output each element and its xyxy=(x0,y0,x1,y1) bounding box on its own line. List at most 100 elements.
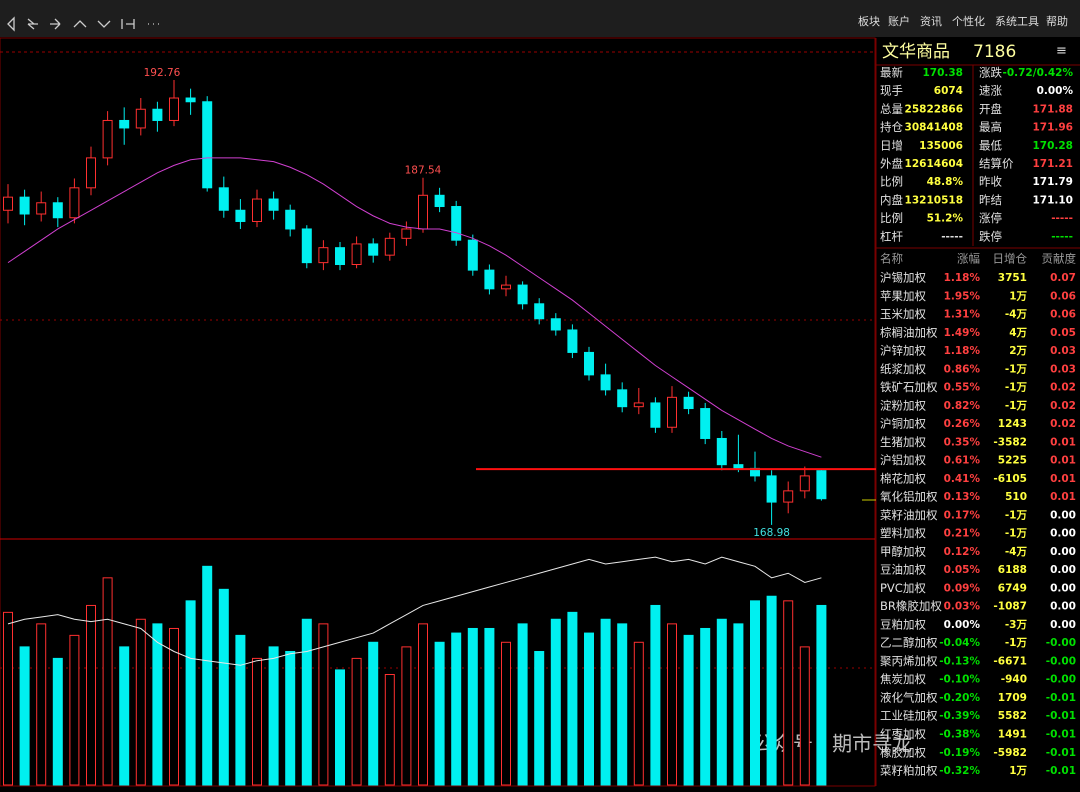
list-cell: 0.82% xyxy=(944,400,981,412)
menu-item[interactable]: 资讯 xyxy=(920,15,942,28)
list-name[interactable]: 沪锌加权 xyxy=(880,344,926,358)
candle-body xyxy=(600,374,611,391)
menu-item[interactable]: 系统工具 xyxy=(995,15,1039,28)
list-name[interactable]: BR橡胶加权 xyxy=(880,599,942,613)
list-name[interactable]: 甲醇加权 xyxy=(880,544,926,558)
list-name[interactable]: 菜籽油加权 xyxy=(880,508,938,522)
list-name[interactable]: 红枣加权 xyxy=(880,727,926,741)
list-cell: 0.03% xyxy=(944,601,981,613)
volume-bar xyxy=(301,618,312,786)
list-name[interactable]: 聚丙烯加权 xyxy=(880,654,938,668)
list-name[interactable]: 纸浆加权 xyxy=(880,362,926,376)
volume-bar xyxy=(202,565,213,786)
list-cell: 0.12% xyxy=(944,546,981,558)
list-name[interactable]: 橡胶加权 xyxy=(880,745,926,759)
quote-label: 跌停 xyxy=(979,229,1002,243)
list-cell: 0.02 xyxy=(1050,418,1076,430)
quote-value: 25822866 xyxy=(905,103,963,115)
list-cell: 1万 xyxy=(1009,765,1027,777)
list-cell: 0.41% xyxy=(944,473,981,485)
candle-body xyxy=(534,303,545,320)
quote-label: 日增 xyxy=(880,138,903,152)
list-cell: -0.01 xyxy=(1046,729,1076,741)
quote-label: 涨停 xyxy=(979,211,1002,225)
list-name[interactable]: 菜籽粕加权 xyxy=(880,764,938,778)
watermark: 公众号 · 期市寻龙 xyxy=(753,732,912,756)
volume-bar xyxy=(484,627,495,786)
list-name[interactable]: 液化气加权 xyxy=(880,690,938,704)
list-name[interactable]: 铁矿石加权 xyxy=(880,380,938,394)
list-name[interactable]: 沪铝加权 xyxy=(880,453,926,467)
volume-bar xyxy=(451,632,462,786)
candle-body xyxy=(401,228,412,239)
volume-bar xyxy=(617,623,628,786)
volume-bar xyxy=(650,604,661,786)
quote-value: 135006 xyxy=(919,140,963,152)
list-name[interactable]: 工业硅加权 xyxy=(880,709,938,723)
candle-body xyxy=(252,198,262,222)
list-cell: -5982 xyxy=(993,747,1027,759)
list-name[interactable]: 沪锡加权 xyxy=(880,271,926,285)
list-name[interactable]: 淀粉加权 xyxy=(880,398,926,412)
volume-bar xyxy=(36,623,47,786)
quote-label: 最新 xyxy=(880,66,903,80)
volume-bar xyxy=(683,634,694,786)
list-cell: 0.55% xyxy=(944,382,981,394)
quote-value: 13210518 xyxy=(905,194,963,206)
list-cell: 0.02 xyxy=(1050,400,1076,412)
symbol-name: 文华商品 xyxy=(882,42,950,62)
list-cell: -1万 xyxy=(1005,363,1028,375)
volume-bar xyxy=(135,618,146,786)
candle-body xyxy=(152,108,163,121)
volume-bar xyxy=(501,641,511,786)
quote-label: 昨收 xyxy=(979,175,1002,189)
list-name[interactable]: 氧化铝加权 xyxy=(880,490,938,504)
list-cell: 6188 xyxy=(998,564,1027,576)
list-cell: 6749 xyxy=(998,582,1027,594)
list-cell: 0.06 xyxy=(1050,290,1076,302)
list-cell: 5225 xyxy=(998,455,1027,467)
list-cell: -0.01 xyxy=(1046,765,1076,777)
quote-value: 171.88 xyxy=(1032,103,1073,115)
list-cell: 0.00 xyxy=(1050,546,1076,558)
list-name[interactable]: 棉花加权 xyxy=(880,471,926,485)
candle-body xyxy=(268,198,279,211)
list-cell: -0.20% xyxy=(939,692,980,704)
list-name[interactable]: PVC加权 xyxy=(880,581,926,595)
quote-label: 涨跌 xyxy=(979,66,1002,80)
candle-body xyxy=(169,97,179,121)
column-header: 涨幅 xyxy=(957,252,980,266)
list-cell: -6105 xyxy=(993,473,1027,485)
candle-body xyxy=(351,243,362,266)
list-cell: 4万 xyxy=(1009,327,1027,339)
list-name[interactable]: 乙二醇加权 xyxy=(880,636,938,650)
list-name[interactable]: 棕榈油加权 xyxy=(880,325,938,339)
price-label: 192.76 xyxy=(144,67,181,79)
list-name[interactable]: 豆油加权 xyxy=(880,563,926,577)
volume-bar xyxy=(584,632,594,786)
list-name[interactable]: 玉米加权 xyxy=(880,307,926,321)
volume-bar xyxy=(185,600,196,786)
list-name[interactable]: 豆粕加权 xyxy=(880,617,926,631)
list-cell: -0.13% xyxy=(939,655,980,667)
list-cell: -1万 xyxy=(1005,509,1028,521)
menu-item[interactable]: 帮助 xyxy=(1046,14,1068,28)
list-name[interactable]: 沪铜加权 xyxy=(880,417,926,431)
list-name[interactable]: 生猪加权 xyxy=(880,435,926,449)
volume-bar xyxy=(467,627,478,786)
quote-label: 结算价 xyxy=(979,157,1014,171)
list-cell: 0.86% xyxy=(944,363,981,375)
menu-item[interactable]: 个性化 xyxy=(952,14,985,28)
list-name[interactable]: 塑料加权 xyxy=(880,526,926,540)
list-cell: 1.49% xyxy=(944,327,981,339)
candle-body xyxy=(733,464,744,469)
list-name[interactable]: 焦炭加权 xyxy=(880,672,926,686)
candle-body xyxy=(202,101,213,189)
list-name[interactable]: 苹果加权 xyxy=(880,289,926,303)
menu-icon[interactable]: ≡ xyxy=(1056,44,1067,59)
menu-item[interactable]: 板块 xyxy=(858,14,880,28)
quote-value: 171.21 xyxy=(1032,158,1073,170)
menu-item[interactable]: 账户 xyxy=(888,14,910,28)
volume-bar xyxy=(816,604,827,786)
volume-bar xyxy=(368,641,379,786)
